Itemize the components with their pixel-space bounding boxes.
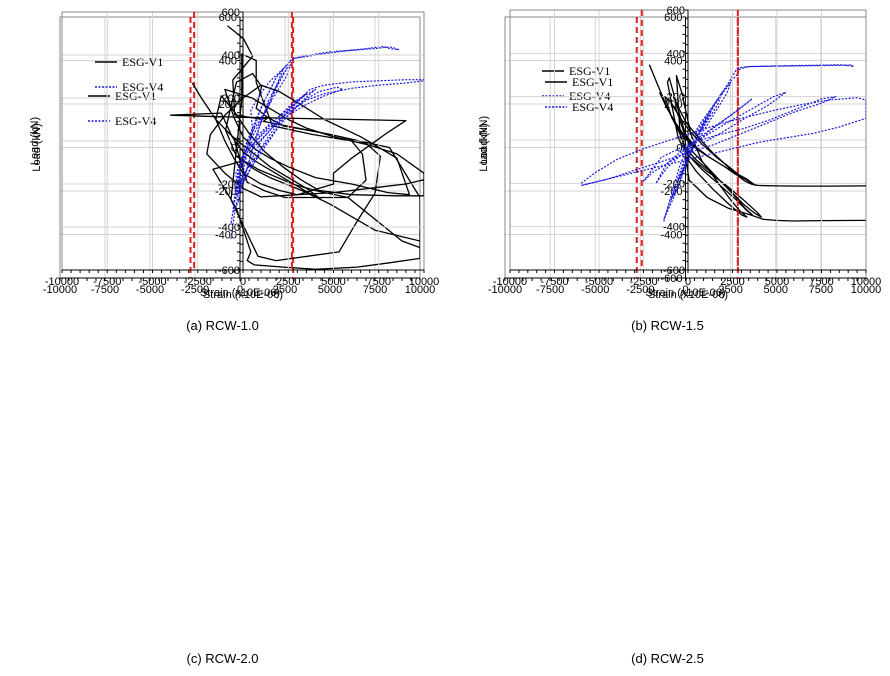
x-tick-label: -10000	[493, 276, 527, 288]
y-axis-label: Load (kN)	[31, 123, 43, 171]
x-tick-label: 10000	[851, 284, 882, 296]
x-tick-label: -7500	[536, 284, 564, 296]
x-tick-label: -2500	[629, 276, 657, 288]
x-tick-label: -10000	[43, 284, 77, 296]
x-tick-label: -5000	[136, 284, 164, 296]
x-tick-label: 5000	[318, 284, 342, 296]
x-axis-label: Strain (x10E-06)	[200, 287, 280, 299]
x-tick-label: 7500	[363, 284, 387, 296]
y-axis-label: Load (kN)	[478, 116, 490, 164]
series-line-esg-v4	[580, 91, 866, 187]
y-axis-label: Load (kN)	[478, 123, 490, 171]
y-tick-label: 400	[219, 56, 237, 68]
x-axis-label: Strain (x10E-06)	[648, 289, 728, 301]
legend-label: ESG-V4	[569, 89, 610, 103]
y-tick-label: 600	[664, 12, 682, 24]
y-axis-label: Load (kN)	[29, 117, 41, 165]
chart-svg-c: -10000 -7500 -5000 -2500 0 2500 5000 7500 10000 -…	[29, 7, 439, 301]
x-tick-label: 2500	[720, 276, 744, 288]
x-tick-label: -10000	[45, 276, 79, 288]
x-tick-label: -10000	[488, 284, 522, 296]
y-tick-label: 400	[222, 50, 240, 62]
x-tick-label: -2500	[181, 284, 209, 296]
x-tick-label: 10000	[851, 276, 882, 288]
y-tick-label: 600	[219, 12, 237, 24]
y-tick-label: 600	[222, 7, 240, 19]
series-line-esg-v1	[658, 92, 866, 187]
y-tick-label: 0	[679, 135, 685, 147]
x-tick-label: 10000	[405, 284, 436, 296]
legend-label: ESG-V4	[572, 100, 613, 114]
x-axis-label: Strain (x10E-06)	[645, 287, 725, 299]
series-line-esg-v4	[235, 79, 424, 200]
chart-panel-d: -10000 -7500 -5000 -2500 0 2500 5000 7500 10000 -…	[445, 5, 890, 676]
y-tick-label: 0	[234, 136, 240, 148]
x-tick-label: 7500	[809, 284, 833, 296]
legend-label: ESG-V1	[115, 89, 156, 103]
x-tick-label: -5000	[581, 284, 609, 296]
x-tick-label: 7500	[367, 276, 391, 288]
chart-panel-c: -10000 -7500 -5000 -2500 0 2500 5000 7500 10000 -…	[0, 7, 445, 676]
x-tick-label: 2500	[276, 276, 300, 288]
series-line-esg-v1	[212, 25, 420, 270]
x-tick-label: -7500	[540, 276, 568, 288]
legend-label: ESG-V1	[122, 55, 163, 69]
y-tick-label: 400	[667, 48, 685, 60]
x-tick-label: 5000	[764, 284, 788, 296]
x-axis-label: Strain (x10E-06)	[203, 289, 283, 301]
y-tick-label: -600	[660, 273, 682, 285]
y-tick-label: -600	[218, 265, 240, 277]
x-tick-label: 5000	[765, 276, 789, 288]
chart-svg-d: -10000 -7500 -5000 -2500 0 2500 5000 7500 10000 -…	[478, 5, 881, 301]
x-tick-label: -5000	[138, 276, 166, 288]
y-tick-label: -200	[663, 178, 685, 190]
series-line-esg-v1	[169, 82, 424, 200]
x-tick-label: -5000	[585, 276, 613, 288]
legend-label: ESG-V4	[115, 114, 156, 128]
x-tick-label: 5000	[321, 276, 345, 288]
y-tick-label: -400	[218, 222, 240, 234]
y-tick-label: 200	[667, 92, 685, 104]
x-tick-label: 2500	[718, 284, 742, 296]
x-tick-label: -7500	[93, 276, 121, 288]
y-tick-label: 400	[664, 56, 682, 68]
x-tick-label: -2500	[626, 284, 654, 296]
y-tick-label: -600	[663, 265, 685, 277]
x-tick-label: 2500	[273, 284, 297, 296]
chart-caption-c: (c) RCW-2.0	[186, 651, 259, 666]
x-tick-label: 0	[682, 284, 688, 296]
x-tick-label: 7500	[809, 276, 833, 288]
legend-label: ESG-V1	[572, 75, 613, 89]
y-tick-label: 600	[667, 5, 685, 17]
y-tick-label: 0	[231, 143, 237, 155]
y-tick-label: -400	[660, 230, 682, 242]
y-tick-label: -400	[663, 222, 685, 234]
legend-label: ESG-V4	[122, 80, 163, 94]
chart-caption-a: (a) RCW-1.0	[186, 318, 259, 333]
legend-label: ESG-V1	[569, 64, 610, 78]
x-tick-label: 0	[237, 284, 243, 296]
chart-caption-b: (b) RCW-1.5	[631, 318, 704, 333]
chart-caption-d: (d) RCW-2.5	[631, 651, 704, 666]
x-tick-label: 10000	[409, 276, 440, 288]
x-tick-label: -7500	[91, 284, 119, 296]
series-line-esg-v1	[648, 64, 866, 222]
x-tick-label: 0	[685, 276, 691, 288]
x-tick-label: -2500	[184, 276, 212, 288]
x-tick-label: 0	[240, 276, 246, 288]
